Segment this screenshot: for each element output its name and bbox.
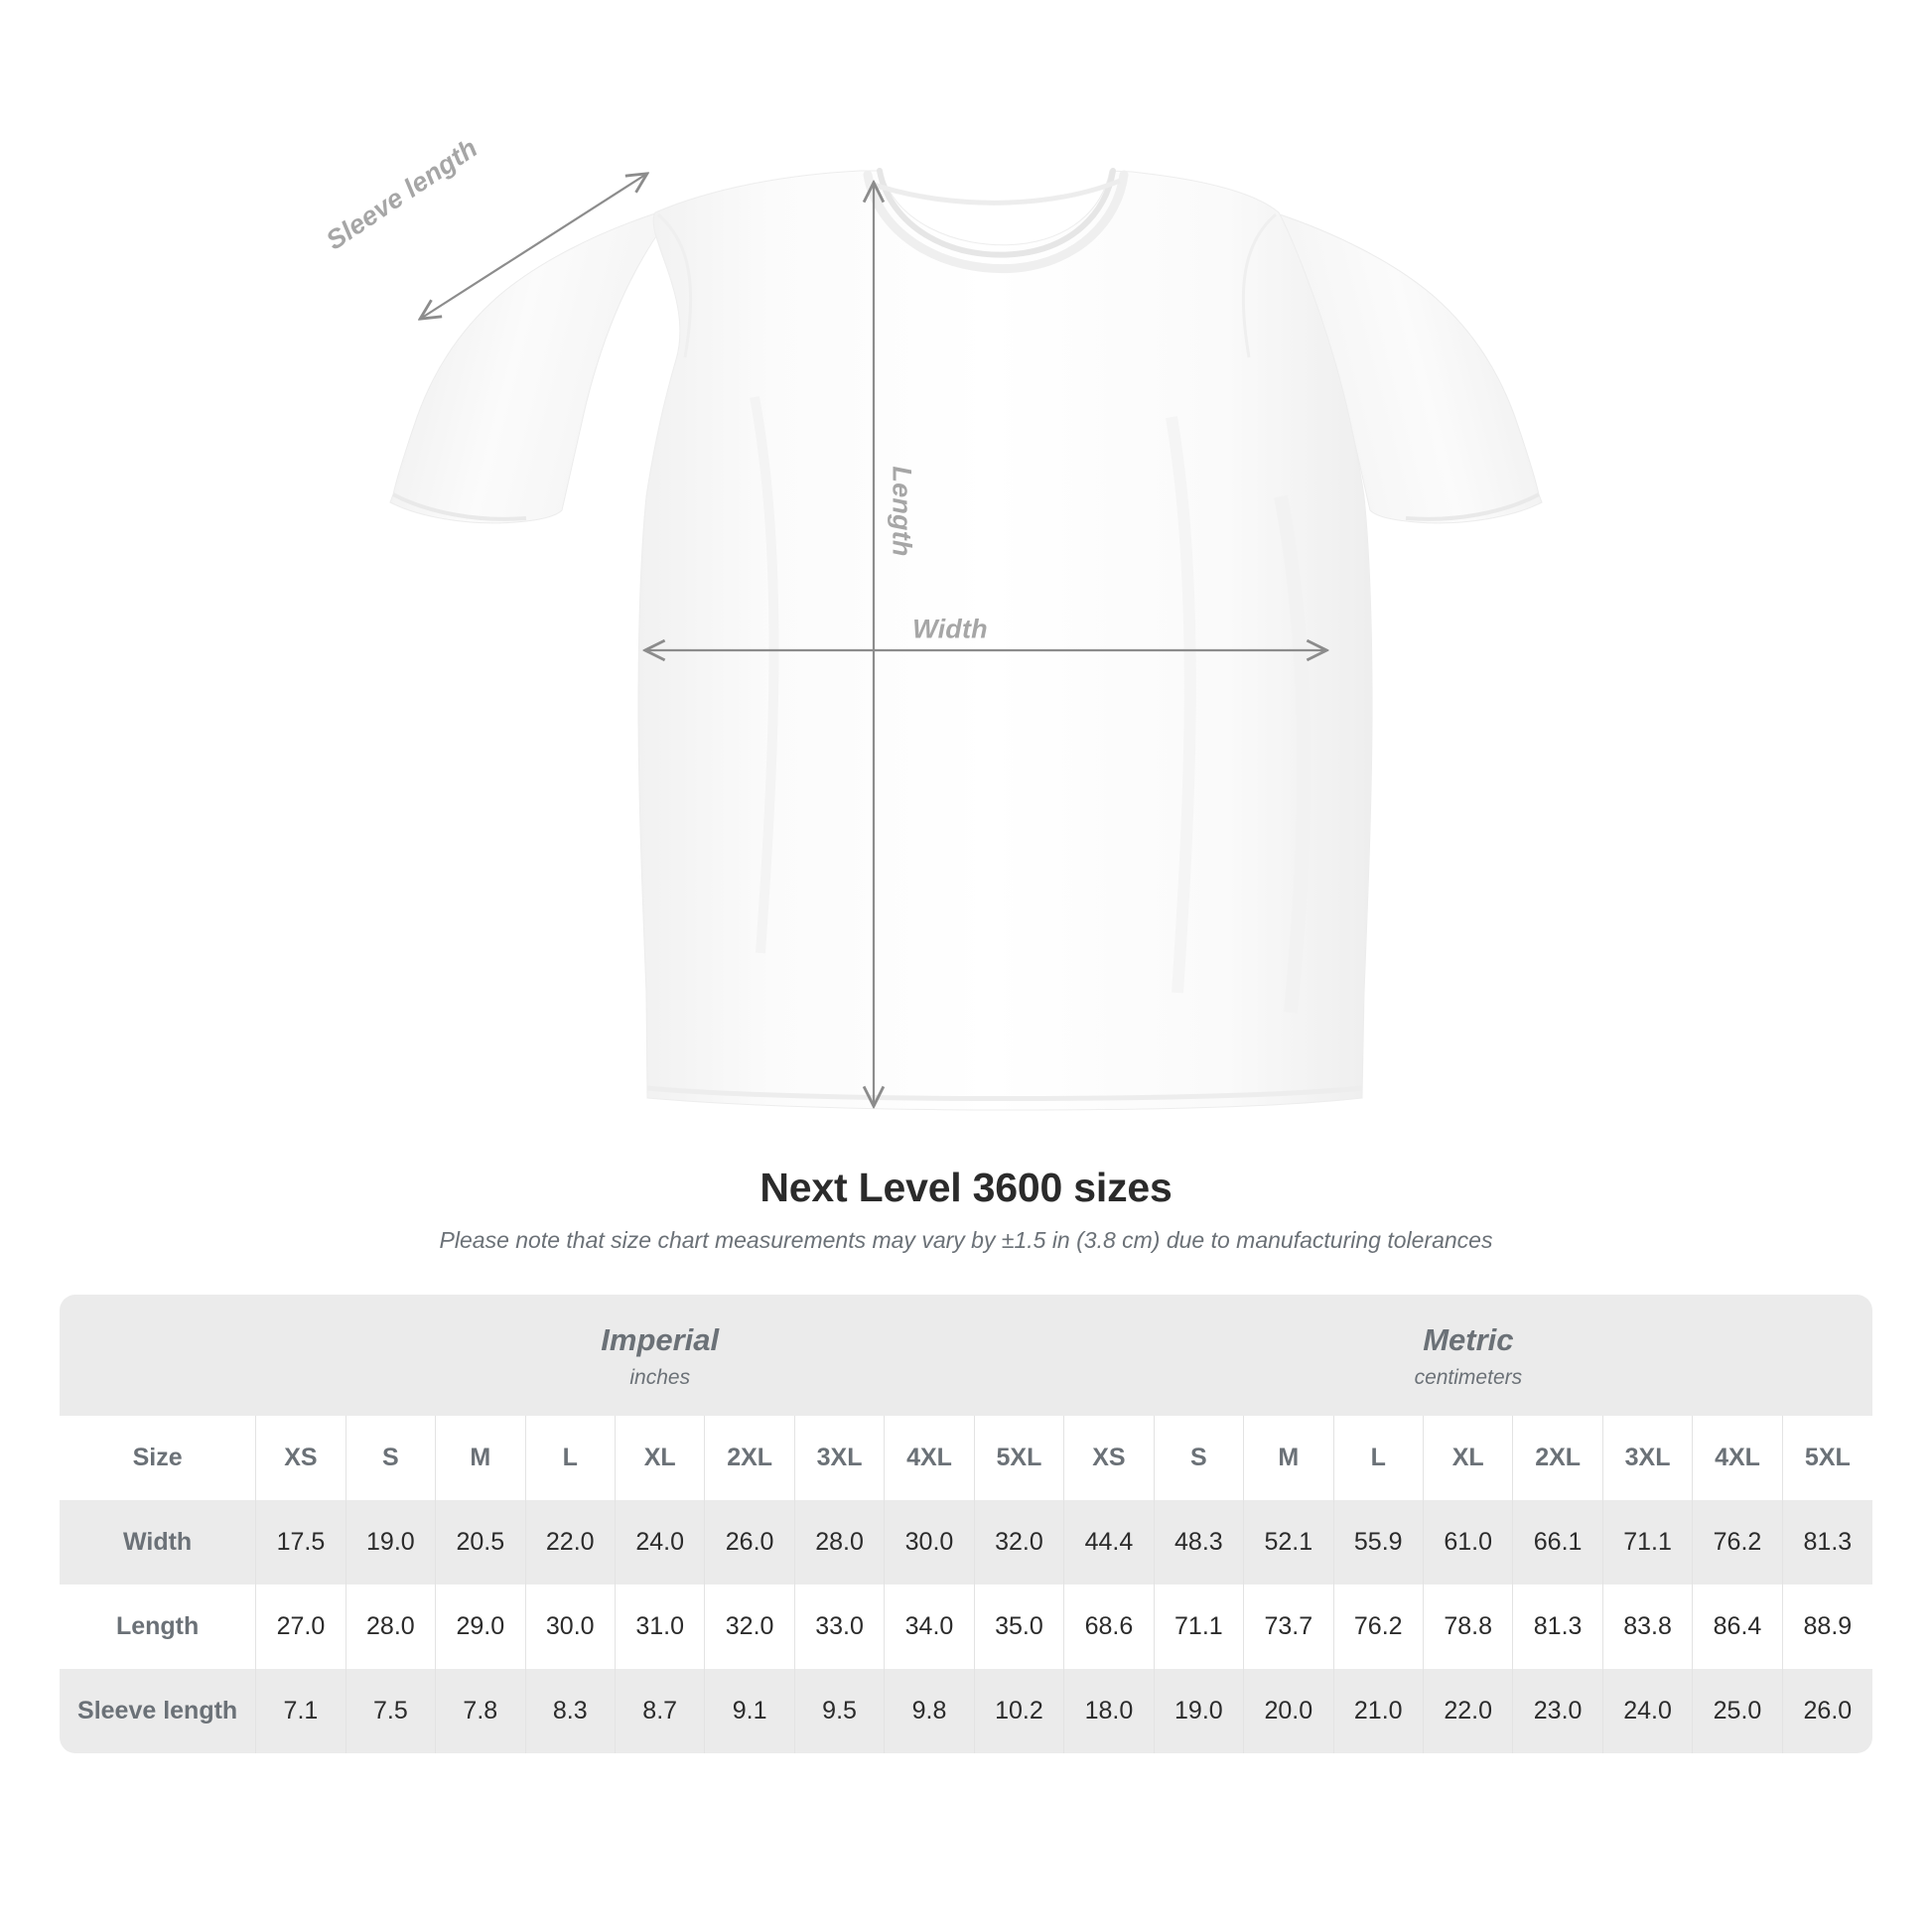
cell-length: 33.0	[793, 1584, 885, 1669]
cell-length: 86.4	[1692, 1584, 1783, 1669]
table-row: Length 27.0 28.0 29.0 30.0 31.0 32.0 33.…	[60, 1584, 1872, 1669]
size-header-cell: 3XL	[793, 1415, 885, 1500]
unit-group-imperial: Imperial inches	[255, 1294, 1064, 1416]
cell-width: 52.1	[1243, 1499, 1334, 1585]
size-header-cell: 3XL	[1601, 1415, 1693, 1500]
unit-group-imperial-name: Imperial	[601, 1321, 720, 1357]
cell-length: 71.1	[1153, 1584, 1244, 1669]
row-label-sleeve-length: Sleeve length	[60, 1668, 256, 1753]
cell-sleeve-length: 9.8	[884, 1668, 975, 1753]
size-header-cell: 5XL	[973, 1415, 1064, 1500]
cell-width: 66.1	[1512, 1499, 1603, 1585]
size-header-cell: XS	[1063, 1415, 1155, 1500]
unit-group-row: Imperial inches Metric centimeters	[60, 1294, 1872, 1416]
size-header-cell: L	[1332, 1415, 1424, 1500]
tshirt-illustration-svg	[389, 168, 1543, 1111]
cell-length: 76.2	[1332, 1584, 1424, 1669]
cell-width: 24.0	[614, 1499, 705, 1585]
sleeve-length-arrow	[422, 175, 645, 318]
cell-length: 29.0	[435, 1584, 526, 1669]
size-header-cell: XL	[1422, 1415, 1513, 1500]
table-row: Width 17.5 19.0 20.5 22.0 24.0 26.0 28.0…	[60, 1499, 1872, 1585]
page-title: Next Level 3600 sizes	[759, 1165, 1173, 1210]
size-header-cell: 5XL	[1781, 1415, 1872, 1500]
tshirt-diagram: Sleeve length Length Width	[321, 133, 1543, 1111]
cell-sleeve-length: 19.0	[1153, 1668, 1244, 1753]
cell-length: 31.0	[614, 1584, 705, 1669]
size-header-cell: XL	[614, 1415, 705, 1500]
size-table-container: Imperial inches Metric centimeters Size …	[60, 1294, 1872, 1753]
cell-width: 48.3	[1153, 1499, 1244, 1585]
size-header-cell: S	[1153, 1415, 1244, 1500]
cell-width: 71.1	[1601, 1499, 1693, 1585]
unit-group-imperial-sub: inches	[629, 1366, 691, 1390]
cell-sleeve-length: 8.7	[614, 1668, 705, 1753]
cell-length: 35.0	[973, 1584, 1064, 1669]
unit-group-metric-name: Metric	[1423, 1321, 1514, 1357]
cell-sleeve-length: 23.0	[1512, 1668, 1603, 1753]
row-label-length: Length	[60, 1584, 256, 1669]
cell-length: 78.8	[1422, 1584, 1513, 1669]
unit-group-metric: Metric centimeters	[1063, 1294, 1872, 1416]
size-header-row: Size XS S M L XL 2XL 3XL 4XL 5XL XS S M …	[60, 1415, 1872, 1500]
size-header-cell: 4XL	[884, 1415, 975, 1500]
cell-length: 68.6	[1063, 1584, 1155, 1669]
cell-sleeve-length: 22.0	[1422, 1668, 1513, 1753]
cell-sleeve-length: 9.1	[704, 1668, 795, 1753]
size-header-cell: L	[524, 1415, 616, 1500]
cell-width: 22.0	[524, 1499, 616, 1585]
cell-sleeve-length: 24.0	[1601, 1668, 1693, 1753]
cell-width: 17.5	[255, 1499, 346, 1585]
cell-length: 27.0	[255, 1584, 346, 1669]
cell-length: 34.0	[884, 1584, 975, 1669]
cell-sleeve-length: 21.0	[1332, 1668, 1424, 1753]
title-block: Next Level 3600 sizes Please note that s…	[0, 1165, 1932, 1255]
cell-width: 61.0	[1422, 1499, 1513, 1585]
cell-sleeve-length: 7.5	[345, 1668, 436, 1753]
cell-width: 19.0	[345, 1499, 436, 1585]
cell-length: 81.3	[1512, 1584, 1603, 1669]
cell-sleeve-length: 7.8	[435, 1668, 526, 1753]
cell-width: 32.0	[973, 1499, 1064, 1585]
cell-width: 81.3	[1781, 1499, 1872, 1585]
cell-length: 73.7	[1243, 1584, 1334, 1669]
table-row: Sleeve length 7.1 7.5 7.8 8.3 8.7 9.1 9.…	[60, 1668, 1872, 1753]
cell-sleeve-length: 8.3	[524, 1668, 616, 1753]
cell-sleeve-length: 18.0	[1063, 1668, 1155, 1753]
cell-sleeve-length: 25.0	[1692, 1668, 1783, 1753]
size-header-cell: 2XL	[1512, 1415, 1603, 1500]
cell-sleeve-length: 20.0	[1243, 1668, 1334, 1753]
cell-width: 30.0	[884, 1499, 975, 1585]
row-label-width: Width	[60, 1499, 256, 1585]
cell-length: 28.0	[345, 1584, 436, 1669]
size-header-cell: M	[1243, 1415, 1334, 1500]
cell-width: 55.9	[1332, 1499, 1424, 1585]
size-header-cell: 2XL	[704, 1415, 795, 1500]
size-header-cell: XS	[255, 1415, 346, 1500]
cell-length: 30.0	[524, 1584, 616, 1669]
length-label: Length	[887, 466, 917, 557]
cell-width: 28.0	[793, 1499, 885, 1585]
cell-length: 32.0	[704, 1584, 795, 1669]
size-table: Imperial inches Metric centimeters Size …	[60, 1294, 1872, 1753]
size-header-cell: 4XL	[1692, 1415, 1783, 1500]
cell-width: 76.2	[1692, 1499, 1783, 1585]
tolerance-note: Please note that size chart measurements…	[439, 1227, 1493, 1254]
cell-width: 44.4	[1063, 1499, 1155, 1585]
cell-width: 26.0	[704, 1499, 795, 1585]
unit-group-metric-sub: centimeters	[1414, 1366, 1523, 1390]
unit-spacer-cell	[60, 1294, 256, 1416]
cell-length: 83.8	[1601, 1584, 1693, 1669]
size-header-cell: S	[345, 1415, 436, 1500]
cell-sleeve-length: 26.0	[1781, 1668, 1872, 1753]
cell-length: 88.9	[1781, 1584, 1872, 1669]
size-header-cell: M	[435, 1415, 526, 1500]
width-label: Width	[912, 614, 988, 644]
cell-width: 20.5	[435, 1499, 526, 1585]
cell-sleeve-length: 10.2	[973, 1668, 1064, 1753]
size-header-label: Size	[60, 1415, 256, 1500]
cell-sleeve-length: 9.5	[793, 1668, 885, 1753]
cell-sleeve-length: 7.1	[255, 1668, 346, 1753]
